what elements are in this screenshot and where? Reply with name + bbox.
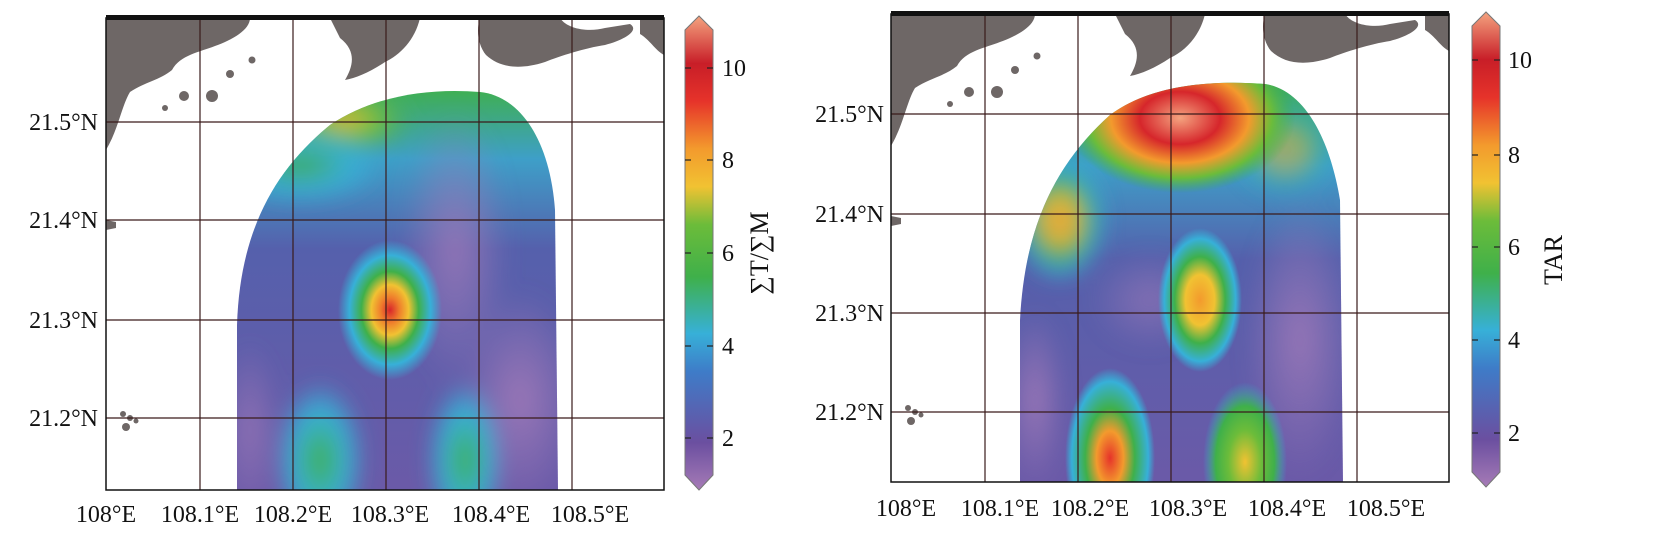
left-colorbar: 10 8 6 4 2 ∑T/∑M: [684, 15, 774, 491]
right-lat-label-3: 21.2°N: [815, 400, 884, 426]
right-lon-label-1: 108.1°E: [961, 496, 1039, 522]
right-panel: 21.5°N 21.4°N 21.3°N 21.2°N 108°E 108.1°…: [815, 11, 1568, 522]
left-lat-label-1: 21.4°N: [29, 208, 98, 234]
left-lat-label-3: 21.2°N: [29, 406, 98, 432]
left-graticule: [106, 18, 664, 490]
left-lon-label-3: 108.3°E: [351, 502, 429, 528]
right-land: [891, 14, 1449, 425]
left-lon-label-1: 108.1°E: [161, 502, 239, 528]
right-map-top-bar: [891, 11, 1449, 16]
right-colorbar-tick-0: 10: [1508, 48, 1532, 74]
left-land: [106, 18, 664, 431]
left-field: [237, 90, 558, 490]
right-lon-label-4: 108.4°E: [1248, 496, 1326, 522]
right-colorbar-label: TAR: [1539, 234, 1568, 285]
left-colorbar-tick-3: 4: [722, 334, 734, 360]
left-lon-label-4: 108.4°E: [452, 502, 530, 528]
right-lon-label-5: 108.5°E: [1347, 496, 1425, 522]
left-lat-label-0: 21.5°N: [29, 110, 98, 136]
left-panel: 21.5°N 21.4°N 21.3°N 21.2°N 108°E 108.1°…: [29, 15, 774, 528]
right-colorbar-tick-1: 8: [1508, 143, 1520, 169]
left-lon-label-5: 108.5°E: [551, 502, 629, 528]
left-lon-label-2: 108.2°E: [254, 502, 332, 528]
left-colorbar-tick-2: 6: [722, 241, 734, 267]
right-lat-label-2: 21.3°N: [815, 301, 884, 327]
right-colorbar-tick-4: 2: [1508, 421, 1520, 447]
left-lat-label-2: 21.3°N: [29, 308, 98, 334]
left-map-top-bar: [106, 15, 664, 20]
right-lon-label-0: 108°E: [876, 496, 936, 522]
right-lon-label-3: 108.3°E: [1149, 496, 1227, 522]
left-colorbar-label: ∑T/∑M: [745, 211, 774, 294]
right-lon-label-2: 108.2°E: [1051, 496, 1129, 522]
left-lon-label-0: 108°E: [76, 502, 136, 528]
right-colorbar: 10 8 6 4 2 TAR: [1471, 11, 1568, 488]
left-colorbar-tick-1: 8: [722, 148, 734, 174]
left-colorbar-tick-0: 10: [722, 56, 746, 82]
right-colorbar-tick-2: 6: [1508, 235, 1520, 261]
right-colorbar-tick-3: 4: [1508, 328, 1520, 354]
right-lat-label-0: 21.5°N: [815, 102, 884, 128]
right-graticule: [891, 14, 1449, 482]
left-colorbar-tick-4: 2: [722, 426, 734, 452]
right-lat-label-1: 21.4°N: [815, 202, 884, 228]
